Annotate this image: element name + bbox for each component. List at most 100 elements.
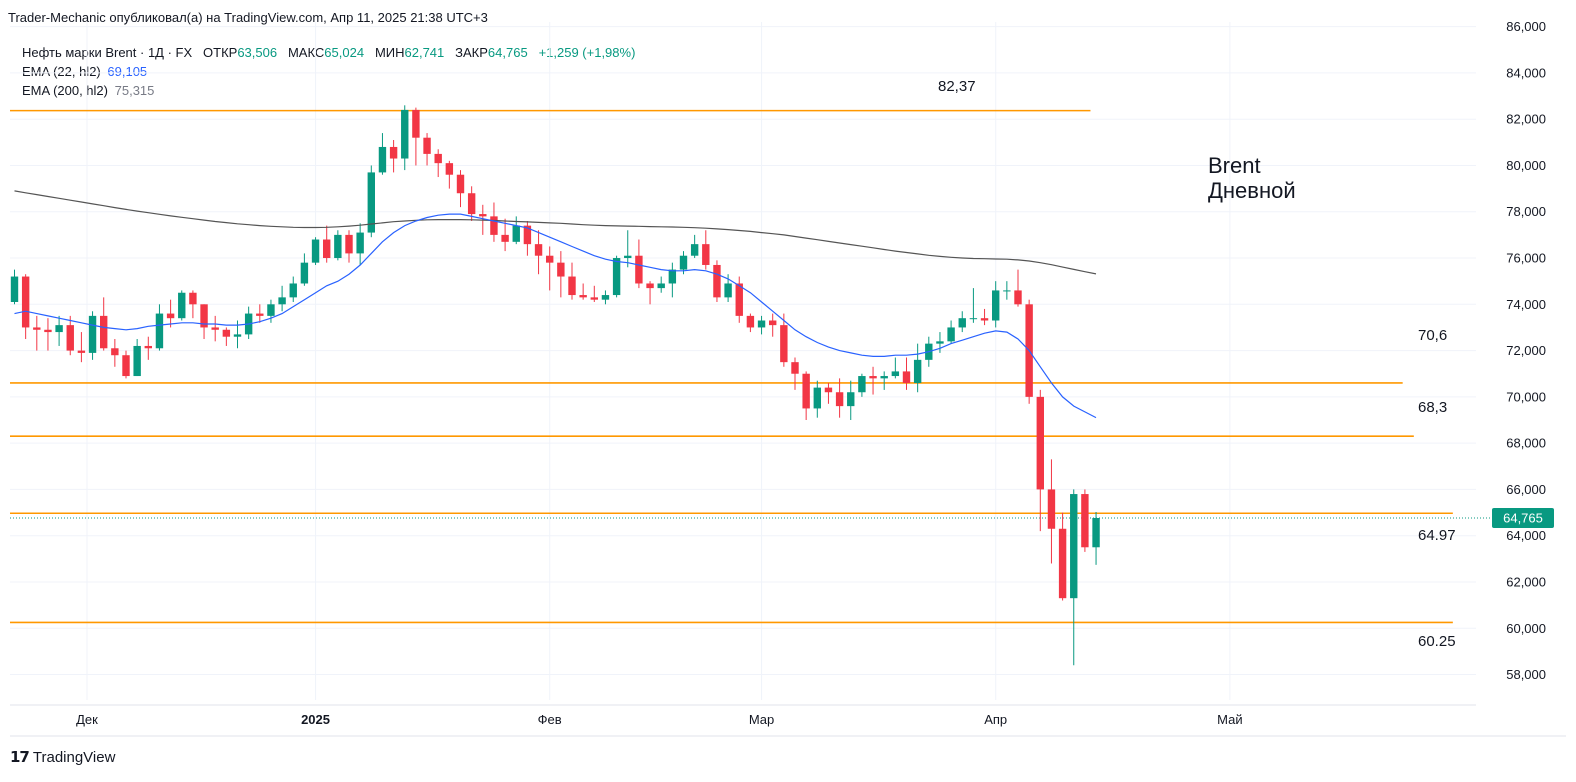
candle-body	[757, 320, 766, 328]
candle-body	[300, 262, 309, 284]
candle-body	[791, 362, 799, 374]
annotation-line1: Brent	[1208, 153, 1261, 178]
candle-body	[869, 376, 877, 379]
candle	[757, 315, 766, 335]
candle	[735, 276, 743, 323]
candle-body	[479, 214, 487, 217]
candle-body	[88, 315, 97, 353]
candle-body	[378, 146, 387, 173]
candle	[256, 304, 264, 323]
candle	[791, 357, 799, 390]
candle	[122, 350, 130, 379]
candle-body	[824, 387, 833, 393]
candle	[1003, 281, 1011, 300]
level-label: 64.97	[1418, 527, 1456, 544]
candle-body	[913, 359, 922, 383]
candle-body	[21, 276, 30, 328]
candle	[267, 299, 275, 323]
candle	[880, 371, 888, 390]
time-tick-label: Дек	[76, 712, 98, 727]
candle	[100, 297, 108, 351]
candles	[10, 105, 1100, 666]
candle	[21, 274, 30, 340]
candle	[1092, 512, 1100, 565]
tradingview-footer[interactable]: 𝟭𝟳 TradingView	[10, 748, 115, 767]
candle	[936, 332, 944, 353]
ema22-row[interactable]: EMA (22, hl2) 69,105	[22, 62, 635, 81]
candle	[278, 285, 286, 312]
candle-body	[356, 232, 364, 254]
candle	[813, 380, 821, 418]
candle	[668, 262, 677, 298]
open-label: ОТКР	[203, 45, 238, 60]
candle	[1025, 299, 1033, 404]
candle	[891, 357, 900, 379]
candle	[690, 234, 699, 259]
ema22-label: EMA (22, hl2)	[22, 64, 101, 79]
candle-body	[77, 350, 86, 353]
candle	[200, 304, 208, 340]
price-tick-label: 84,000	[1506, 65, 1546, 80]
candle	[111, 339, 119, 367]
candle-body	[612, 258, 621, 296]
tradingview-logo-icon: 𝟭𝟳	[10, 749, 30, 766]
candle	[780, 313, 788, 367]
candle-body	[111, 348, 119, 356]
candle-body	[122, 355, 130, 377]
symbol-title[interactable]: Нефть марки Brent · 1Д · FX	[22, 45, 193, 60]
candle	[702, 230, 710, 270]
candle-body	[1092, 518, 1100, 548]
candle-body	[936, 341, 944, 344]
level-label: 68,3	[1418, 399, 1448, 416]
candle-body	[780, 325, 788, 363]
candle-body	[100, 315, 108, 349]
candle	[579, 283, 587, 300]
level-label: 70,6	[1418, 327, 1448, 344]
time-tick-label: Фев	[538, 712, 562, 727]
candle-body	[434, 153, 442, 164]
candle-body	[412, 109, 420, 138]
level-label: 82,37	[938, 78, 976, 95]
price-tick-label: 82,000	[1506, 112, 1546, 127]
candle-body	[278, 297, 286, 305]
candle	[44, 318, 52, 351]
candle	[289, 276, 297, 302]
candle-body	[534, 244, 543, 256]
candle	[635, 239, 643, 289]
price-axis[interactable]: 58,000 60,000 62,000 64,000 66,000 68,000 70,0…	[1506, 19, 1546, 682]
last-price-tag-text: 64,765	[1503, 511, 1543, 526]
candle-body	[880, 376, 888, 379]
candle	[902, 357, 911, 390]
candle	[1036, 389, 1044, 532]
candle	[10, 269, 19, 305]
candle	[969, 288, 978, 323]
candle-body	[813, 387, 821, 409]
candle-body	[980, 318, 989, 321]
candle-body	[958, 318, 966, 328]
candle-body	[1058, 528, 1067, 599]
candle-body	[847, 392, 855, 407]
candle	[412, 107, 420, 166]
candle-body	[746, 315, 755, 328]
candle-body	[858, 376, 866, 393]
price-tick-label: 86,000	[1506, 19, 1546, 34]
candle	[389, 140, 398, 173]
candle	[401, 105, 409, 171]
candle	[601, 290, 610, 305]
candle-body	[646, 283, 654, 289]
time-axis[interactable]: Дек 2025 Фев Мар Апр Май	[76, 712, 1242, 727]
candle	[55, 315, 63, 346]
candle	[746, 313, 755, 333]
candle	[456, 170, 465, 208]
candle-body	[568, 276, 576, 296]
close-value: 64,765	[487, 45, 528, 60]
candle	[769, 313, 777, 337]
candle	[1047, 459, 1056, 564]
candle	[512, 216, 520, 245]
candle	[222, 327, 231, 346]
candle-body	[166, 313, 175, 319]
candle	[356, 223, 364, 265]
candle	[467, 186, 476, 222]
candle	[423, 133, 431, 166]
